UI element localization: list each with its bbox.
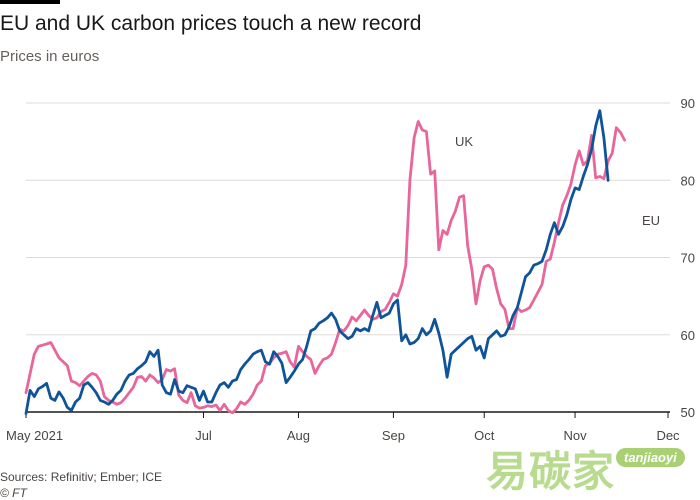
x-tick-label: Dec [656,428,680,443]
y-tick-label-80: 80 [681,173,695,188]
chart-title: EU and UK carbon prices touch a new reco… [0,12,422,35]
series-labels: UK EU [455,134,660,228]
y-tick-label-60: 60 [681,328,695,343]
watermark-logo: 易碳家 tanjiaoyi [486,436,696,496]
line-chart: 50 60 70 80 90 May 2021 Jul Aug Sep Oct Nov Dec UK… [6,96,695,443]
watermark-text: 易碳家 [486,447,616,496]
x-tick-label: May 2021 [6,428,63,443]
x-tick-label: Oct [474,428,495,443]
y-tick-label-90: 90 [681,96,695,111]
series-label-uk: UK [455,134,473,149]
y-tick-label-70: 70 [681,251,695,266]
series-label-eu: EU [642,213,660,228]
ft-top-rule [0,0,60,4]
x-tick-label: Jul [195,428,212,443]
chart-subtitle: Prices in euros [0,48,100,65]
source-note: Sources: Refinitiv; Ember; ICE [0,470,163,484]
series-line-uk [24,120,626,415]
series-line-eu [24,109,610,415]
x-tick-label: Nov [563,428,587,443]
x-axis: May 2021 Jul Aug Sep Oct Nov Dec [6,411,680,443]
grid-lines [26,102,670,336]
series-lines [24,109,626,415]
y-axis-ticks: 50 60 70 80 90 [681,96,695,420]
y-tick-label-50: 50 [681,405,695,420]
x-tick-label: Sep [382,428,405,443]
x-tick-label: Aug [287,428,310,443]
watermark-badge: tanjiaoyi [616,448,685,467]
credit-note: © FT [0,486,27,500]
